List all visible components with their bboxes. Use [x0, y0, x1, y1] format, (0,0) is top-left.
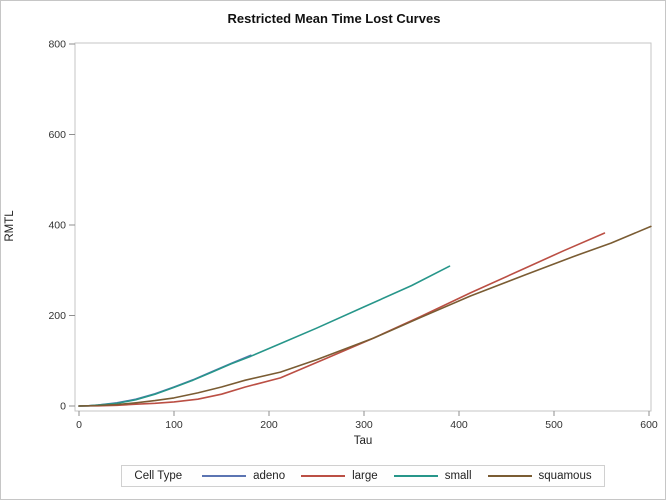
x-tick-label: 0 [76, 419, 82, 431]
legend-item-label: small [444, 470, 472, 482]
legend-item-label: large [352, 470, 378, 482]
series-line-squamous [78, 225, 652, 407]
x-tick-label: 500 [545, 419, 563, 431]
legend-item-label: adeno [253, 470, 286, 482]
legend-item-small: small [393, 470, 472, 482]
plot-frame [74, 42, 652, 412]
y-tick-label: 0 [60, 401, 66, 413]
y-axis-label: RMTL [4, 210, 16, 242]
x-tick-label: 200 [260, 419, 278, 431]
x-tick-label: 300 [355, 419, 373, 431]
legend-line-swatch [202, 475, 247, 477]
legend-item-adeno: adeno [202, 470, 285, 482]
y-tick-label: 600 [48, 129, 66, 141]
legend-item-label: squamous [538, 470, 592, 482]
y-tick-label: 400 [48, 220, 66, 232]
y-tick-label: 800 [48, 39, 66, 51]
x-axis-label: Tau [353, 435, 373, 447]
legend-line-swatch [301, 475, 346, 477]
series-line-large [78, 232, 606, 407]
x-tick-label: 600 [640, 419, 658, 431]
legend-line-swatch [487, 475, 532, 477]
legend-line-swatch [393, 475, 438, 477]
chart-title: Restricted Mean Time Lost Curves [227, 11, 441, 26]
legend: Cell Type adeno large small squamous [121, 465, 605, 487]
series-line-small [78, 265, 451, 407]
legend-row: Cell Type adeno large small squamous [75, 465, 651, 487]
legend-item-squamous: squamous [487, 470, 592, 482]
x-tick-label: 400 [450, 419, 468, 431]
x-tick-label: 100 [165, 419, 183, 431]
legend-title: Cell Type [134, 470, 183, 482]
legend-item-large: large [301, 470, 378, 482]
y-tick-label: 200 [48, 310, 66, 322]
